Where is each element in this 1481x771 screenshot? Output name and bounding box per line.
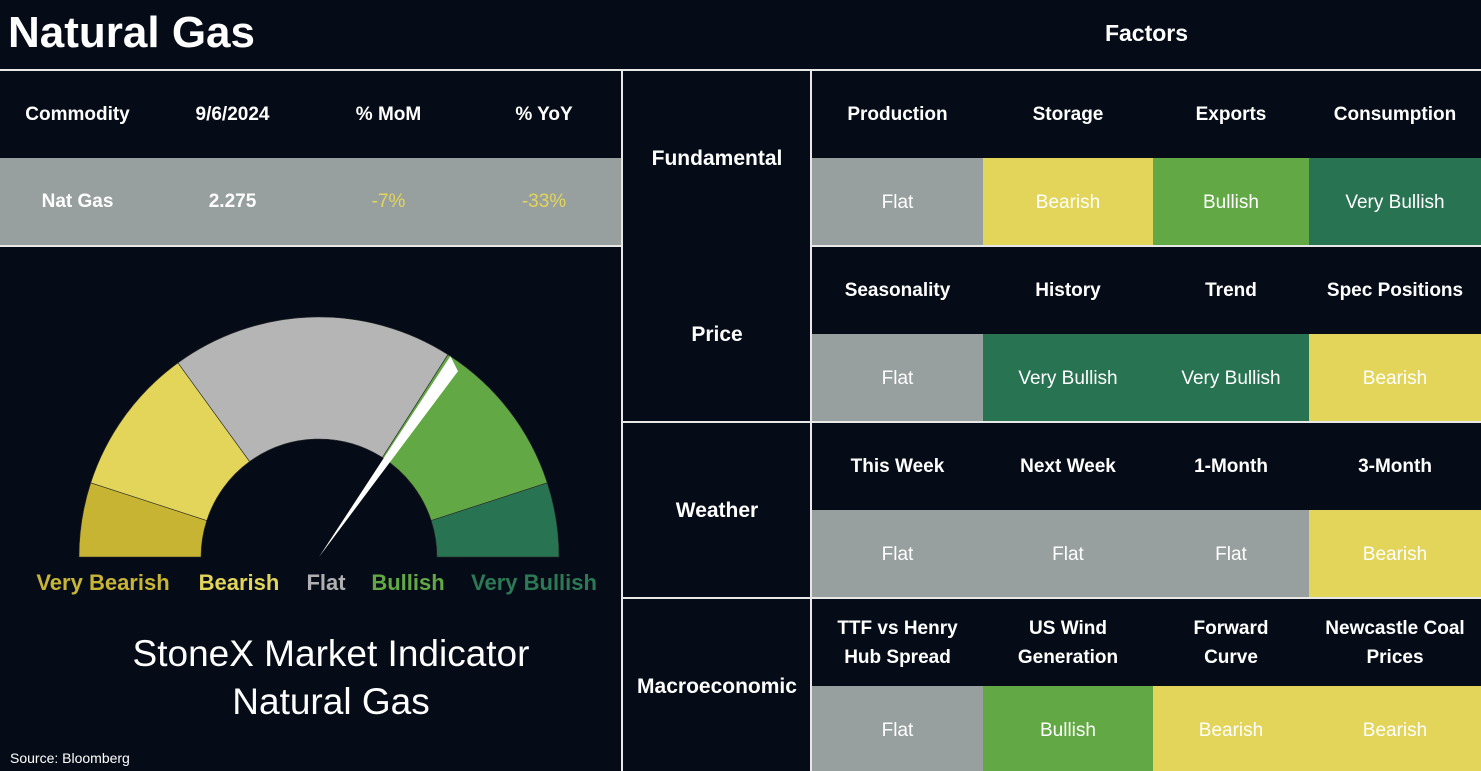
- gauge-segment: [177, 316, 449, 462]
- gauge-segment: [430, 482, 560, 558]
- factor-name-line: Hub Spread: [844, 646, 951, 668]
- factor-signal: Flat: [983, 510, 1153, 598]
- summary-value: 2.275: [155, 158, 310, 245]
- source: Source: Bloomberg: [10, 750, 130, 766]
- factors-title: Factors: [1104, 20, 1189, 46]
- gauge-label: Flat: [306, 570, 346, 595]
- factor-group: Fundamental: [651, 146, 783, 170]
- factor-name-line: Consumption: [1333, 104, 1457, 125]
- factor-name: TTF vs Henry Hub Spread: [812, 599, 983, 686]
- factor-signal: Bullish: [983, 686, 1153, 771]
- factor-name-line: Curve: [1204, 646, 1258, 668]
- factor-name: Storage: [983, 71, 1153, 158]
- factor-name: This Week: [812, 423, 983, 510]
- gauge-label: Bearish: [199, 570, 280, 595]
- factor-name-line: This Week: [850, 456, 945, 477]
- factor-signal: Flat: [1153, 510, 1309, 598]
- factor-signal: Very Bullish: [1309, 158, 1481, 246]
- gauge-label: Bullish: [371, 570, 444, 595]
- factor-name-line: Generation: [1017, 646, 1119, 668]
- factor-name-line: Exports: [1195, 104, 1267, 125]
- gauge: Very Bearish Bearish Flat Bullish Very Bulli…: [36, 316, 597, 722]
- factor-name-line: Prices: [1366, 646, 1424, 668]
- summary-value: -7%: [310, 158, 467, 245]
- column-header: % YoY: [515, 104, 573, 125]
- factor-signal: Flat: [812, 334, 983, 422]
- factor-signal: Bearish: [1309, 334, 1481, 422]
- factor-group: Price: [691, 322, 743, 346]
- factor-signal: Bearish: [1309, 510, 1481, 598]
- gauge-caption: StoneX Market Indicator: [133, 633, 530, 674]
- separator: [0, 245, 623, 247]
- factor-name-line: Newcastle Coal: [1325, 617, 1465, 639]
- summary-value: -33%: [467, 158, 621, 245]
- factor-group: Macroeconomic: [637, 674, 797, 698]
- factor-signal: Very Bullish: [1153, 334, 1309, 422]
- factor-name-line: Forward: [1193, 617, 1269, 639]
- factor-name: Spec Positions: [1309, 247, 1481, 334]
- factor-name-line: US Wind: [1029, 617, 1107, 639]
- factor-name-line: TTF vs Henry: [837, 617, 958, 639]
- factor-name: Newcastle Coal Prices: [1309, 599, 1481, 686]
- factor-name: Exports: [1153, 71, 1309, 158]
- factor-signal: Bearish: [1153, 686, 1309, 771]
- separator: [810, 245, 1481, 247]
- factor-name-line: History: [1035, 280, 1101, 301]
- separator: [0, 69, 1481, 71]
- column-header: 9/6/2024: [195, 104, 270, 125]
- factor-name-line: Spec Positions: [1326, 280, 1464, 301]
- gauge-label: Very Bullish: [471, 570, 597, 595]
- gauge-caption: Natural Gas: [232, 681, 429, 722]
- factor-signal: Flat: [812, 510, 983, 598]
- factor-name: 3-Month: [1309, 423, 1481, 510]
- summary-value: Nat Gas: [0, 158, 155, 245]
- factor-name: History: [983, 247, 1153, 334]
- factor-name: Seasonality: [812, 247, 983, 334]
- factor-name-line: 1-Month: [1194, 456, 1268, 477]
- factor-name-line: Seasonality: [844, 280, 951, 301]
- factor-signal: Flat: [812, 686, 983, 771]
- factor-name-line: 3-Month: [1358, 456, 1432, 477]
- factor-name-line: Trend: [1205, 280, 1257, 301]
- factor-name: Next Week: [983, 423, 1153, 510]
- column-header: Commodity: [25, 104, 130, 125]
- factor-name: Trend: [1153, 247, 1309, 334]
- factor-name-line: Production: [847, 104, 948, 125]
- separator: [621, 70, 623, 771]
- factor-group: Weather: [675, 498, 759, 522]
- factor-name: Forward Curve: [1153, 599, 1309, 686]
- factor-name: US Wind Generation: [983, 599, 1153, 686]
- factor-signal: Very Bullish: [983, 334, 1153, 422]
- gauge-needle: [319, 356, 458, 557]
- page-title: Natural Gas: [8, 8, 255, 57]
- factor-signal: Flat: [812, 158, 983, 246]
- factor-name: 1-Month: [1153, 423, 1309, 510]
- factor-name: Production: [812, 71, 983, 158]
- separator: [810, 70, 812, 771]
- factor-name-line: Storage: [1032, 104, 1104, 125]
- gauge-label: Very Bearish: [36, 570, 169, 595]
- separator: [621, 421, 1481, 423]
- factor-signal: Bearish: [983, 158, 1153, 246]
- factor-signal: Bullish: [1153, 158, 1309, 246]
- factor-name: Consumption: [1309, 71, 1481, 158]
- separator: [621, 597, 1481, 599]
- factor-name-line: Next Week: [1020, 456, 1116, 477]
- factor-signal: Bearish: [1309, 686, 1481, 771]
- column-header: % MoM: [355, 104, 422, 125]
